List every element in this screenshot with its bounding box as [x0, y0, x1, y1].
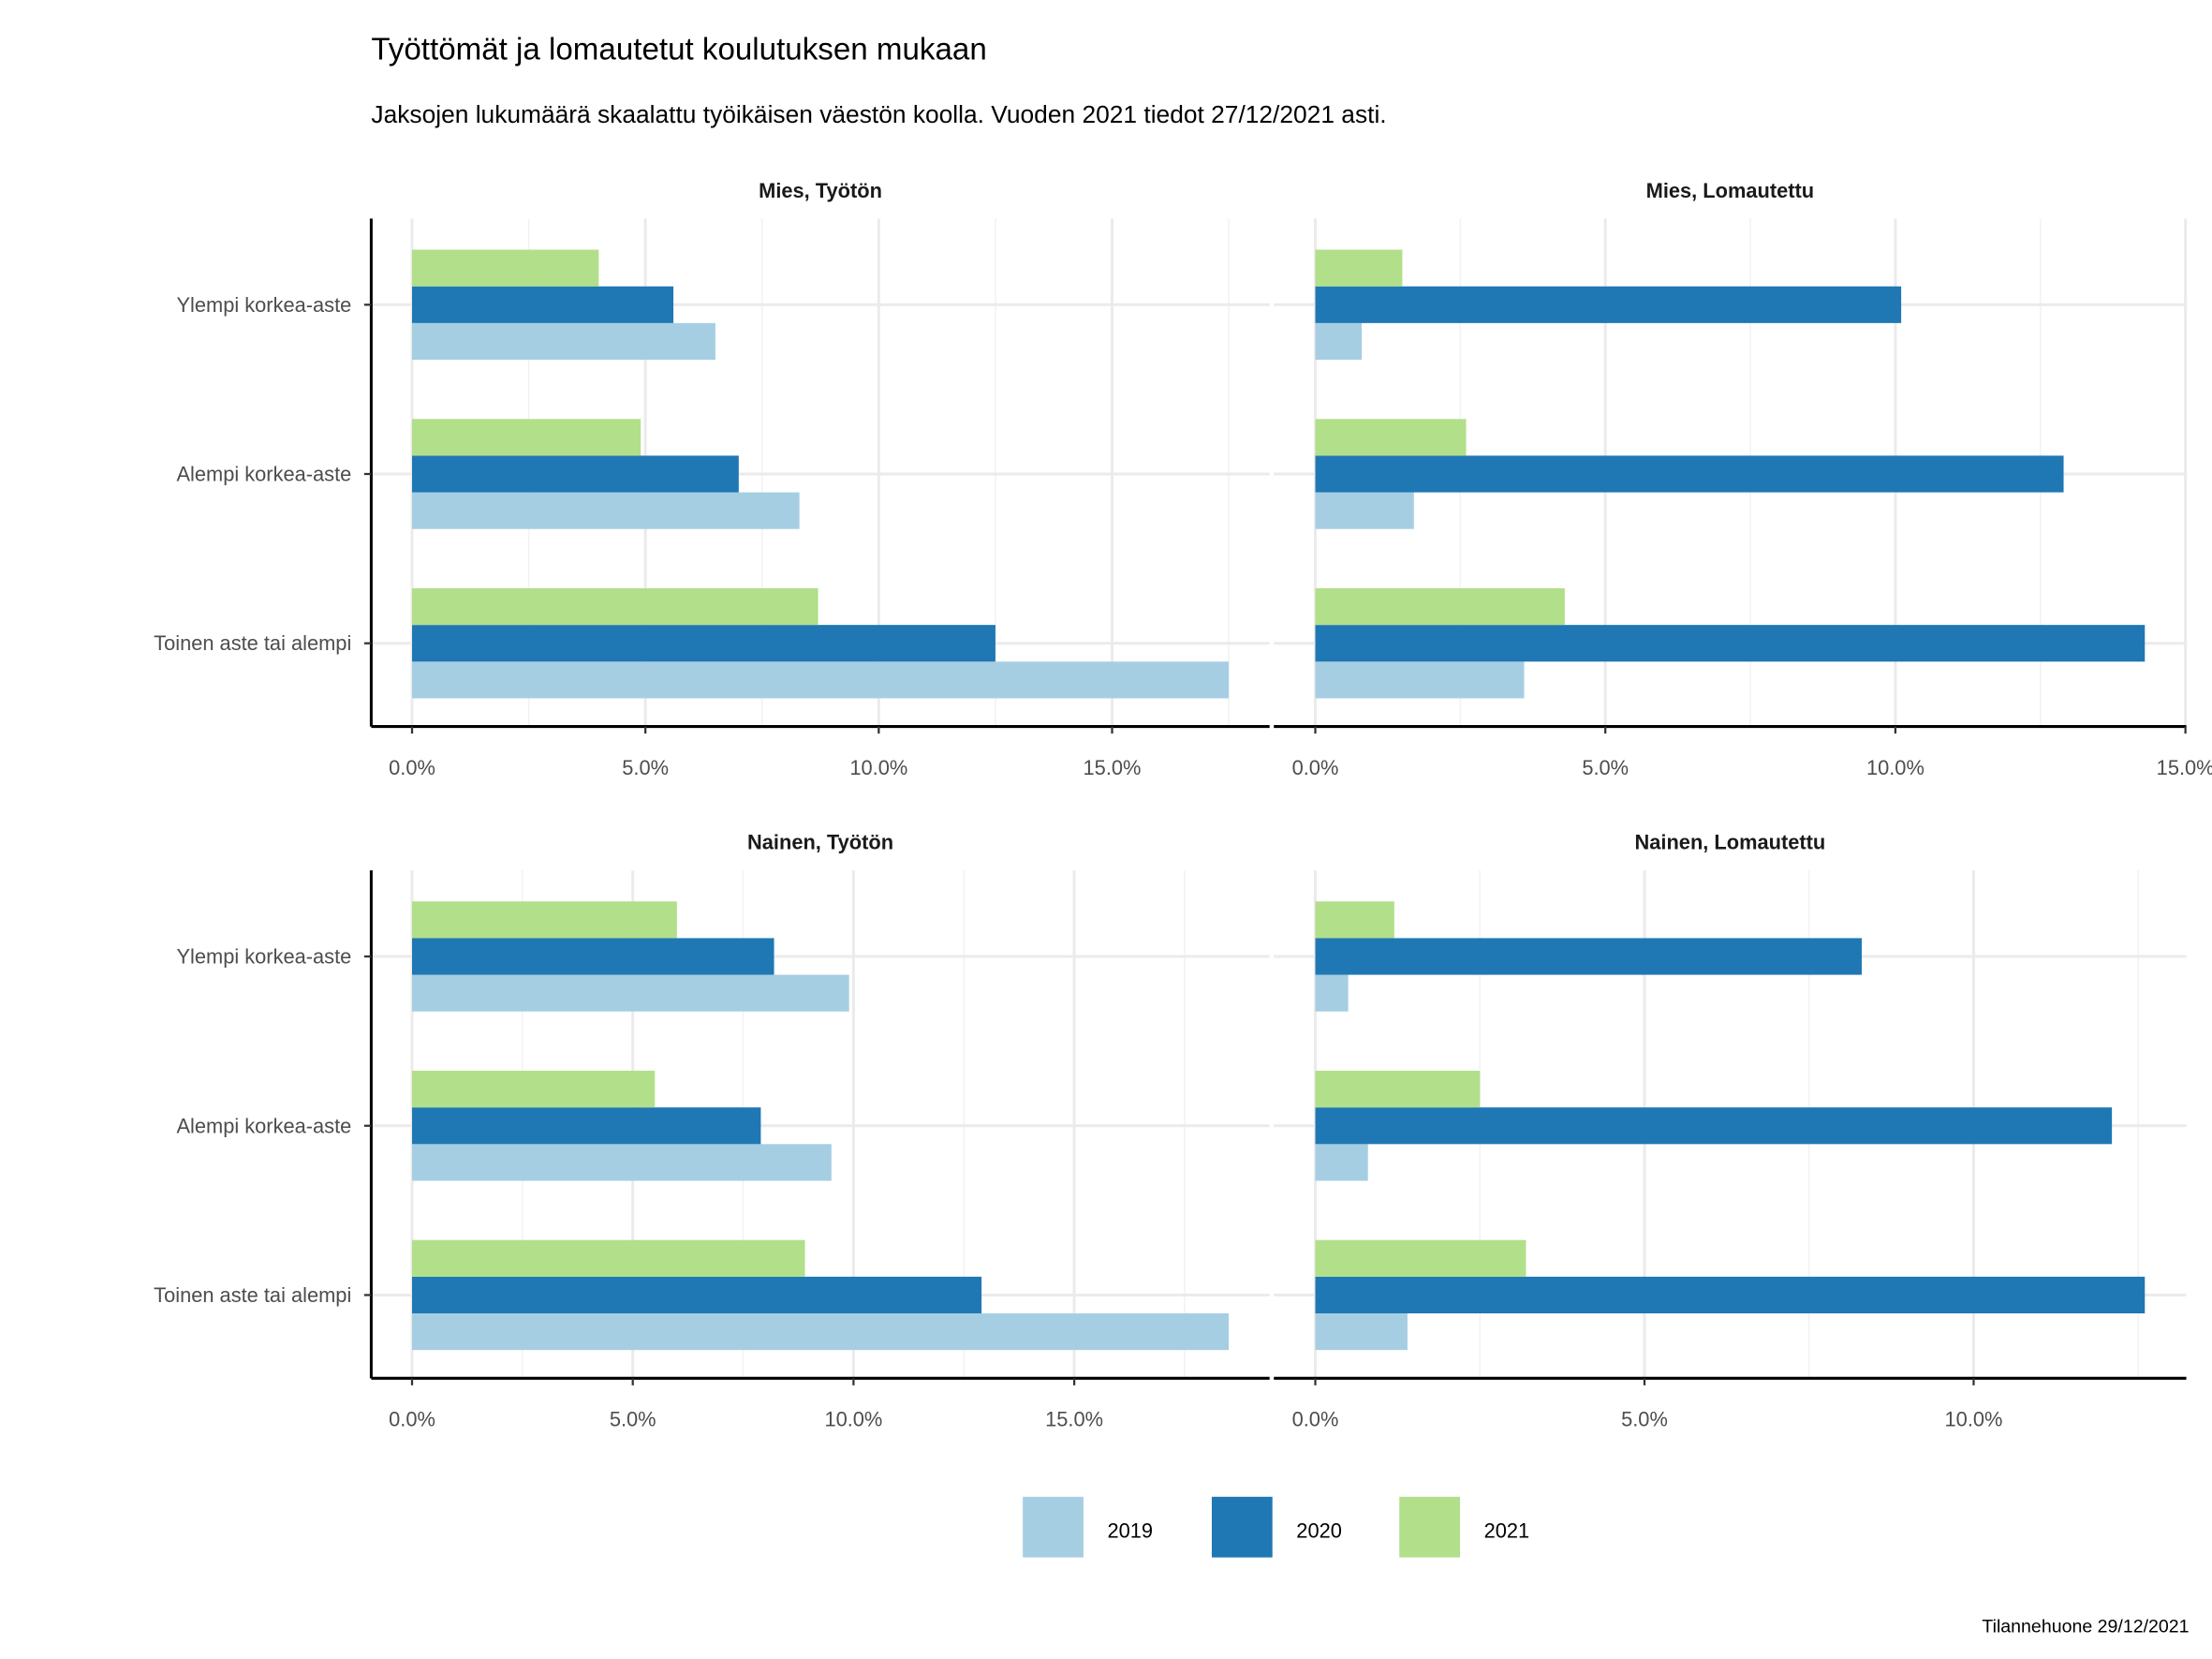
bar-2021-1: [1315, 249, 1403, 287]
panel-title: Nainen, Lomautettu: [1635, 831, 1826, 854]
x-tick-label: 0.0%: [1292, 1408, 1339, 1431]
x-tick-label: 0.0%: [389, 756, 435, 779]
x-tick-label: 5.0%: [622, 756, 669, 779]
x-tick-label: 10.0%: [1945, 1408, 2003, 1431]
bar-2021-3: [1315, 587, 1565, 626]
x-tick-label: 15.0%: [1045, 1408, 1103, 1431]
legend-label: 2021: [1484, 1518, 1530, 1542]
legend-key-2019: [1023, 1496, 1084, 1558]
bar-2021-2: [412, 1071, 656, 1108]
bar-2020-3: [1315, 625, 2146, 662]
bar-2020-2: [412, 1107, 761, 1145]
panel-4: 0.0% 5.0% 10.0% Nainen, Lomautettu: [1274, 831, 2187, 1431]
panel-3: Ylempi korkea-aste Alempi korkea-aste Toin…: [154, 831, 1270, 1431]
x-tick-label: 10.0%: [849, 756, 907, 779]
legend-label: 2020: [1296, 1518, 1342, 1542]
x-tick-label: 15.0%: [1084, 756, 1142, 779]
y-tick-label: Ylempi korkea-aste: [176, 945, 351, 969]
legend-label: 2019: [1108, 1518, 1154, 1542]
caption: Tilannehuone 29/12/2021: [1982, 1616, 2189, 1637]
bar-2021-3: [412, 1239, 805, 1277]
bar-2019-3: [1315, 661, 1525, 699]
bar-2021-1: [412, 249, 599, 287]
bar-2019-2: [1315, 1144, 1368, 1181]
y-tick-label: Toinen aste tai alempi: [154, 631, 351, 655]
legend: 2019 2020 2021: [1023, 1496, 1530, 1558]
legend-key-2020: [1211, 1496, 1273, 1558]
x-tick-label: 10.0%: [824, 1408, 882, 1431]
panel-title: Mies, Työtön: [759, 179, 882, 202]
panel-2: 0.0% 5.0% 10.0% 15.0% Mies, Lomautettu: [1274, 179, 2212, 779]
bar-2021-1: [412, 901, 677, 939]
bar-2020-3: [1315, 1276, 2146, 1314]
bar-2021-3: [1315, 1239, 1526, 1277]
bar-2021-3: [412, 587, 818, 626]
bar-2021-2: [412, 419, 641, 456]
chart-subtitle: Jaksojen lukumäärä skaalattu työikäisen …: [371, 100, 1386, 128]
bar-2020-3: [412, 625, 995, 662]
bar-2019-1: [1315, 322, 1363, 361]
bar-2020-1: [1315, 286, 1902, 323]
bar-2019-2: [1315, 492, 1414, 529]
bar-2020-2: [1315, 1107, 2113, 1145]
bar-2019-1: [412, 974, 849, 1012]
panel-title: Nainen, Työtön: [747, 831, 893, 854]
bar-2019-3: [412, 1313, 1230, 1351]
y-tick-label: Alempi korkea-aste: [176, 1114, 351, 1137]
bar-2021-2: [1315, 1071, 1481, 1108]
bar-2019-3: [412, 661, 1230, 699]
x-tick-label: 10.0%: [1866, 756, 1924, 779]
panel-1: Ylempi korkea-aste Alempi korkea-aste Toin…: [154, 179, 1270, 779]
x-tick-label: 0.0%: [389, 1408, 435, 1431]
bar-2020-2: [412, 455, 739, 493]
bar-2020-3: [412, 1276, 982, 1314]
x-tick-label: 0.0%: [1292, 756, 1339, 779]
chart-title: Työttömät ja lomautetut koulutuksen muka…: [371, 32, 986, 67]
bar-2019-2: [412, 492, 800, 529]
y-tick-label: Alempi korkea-aste: [176, 463, 351, 486]
bar-2020-1: [412, 286, 674, 323]
x-tick-label: 5.0%: [610, 1408, 656, 1431]
y-tick-label: Toinen aste tai alempi: [154, 1283, 351, 1307]
panel-title: Mies, Lomautettu: [1646, 179, 1815, 202]
bar-2019-3: [1315, 1313, 1408, 1351]
x-tick-label: 15.0%: [2157, 756, 2212, 779]
bar-2021-1: [1315, 901, 1394, 939]
bar-2021-2: [1315, 419, 1467, 456]
bar-2019-1: [1315, 974, 1349, 1012]
bar-2020-1: [1315, 938, 1862, 975]
bar-2019-2: [412, 1144, 832, 1181]
legend-key-2021: [1399, 1496, 1460, 1558]
y-tick-label: Ylempi korkea-aste: [176, 293, 351, 317]
x-tick-label: 5.0%: [1582, 756, 1629, 779]
x-tick-label: 5.0%: [1621, 1408, 1668, 1431]
bar-2019-1: [412, 322, 715, 361]
bar-2020-2: [1315, 455, 2064, 493]
bar-2020-1: [412, 938, 774, 975]
